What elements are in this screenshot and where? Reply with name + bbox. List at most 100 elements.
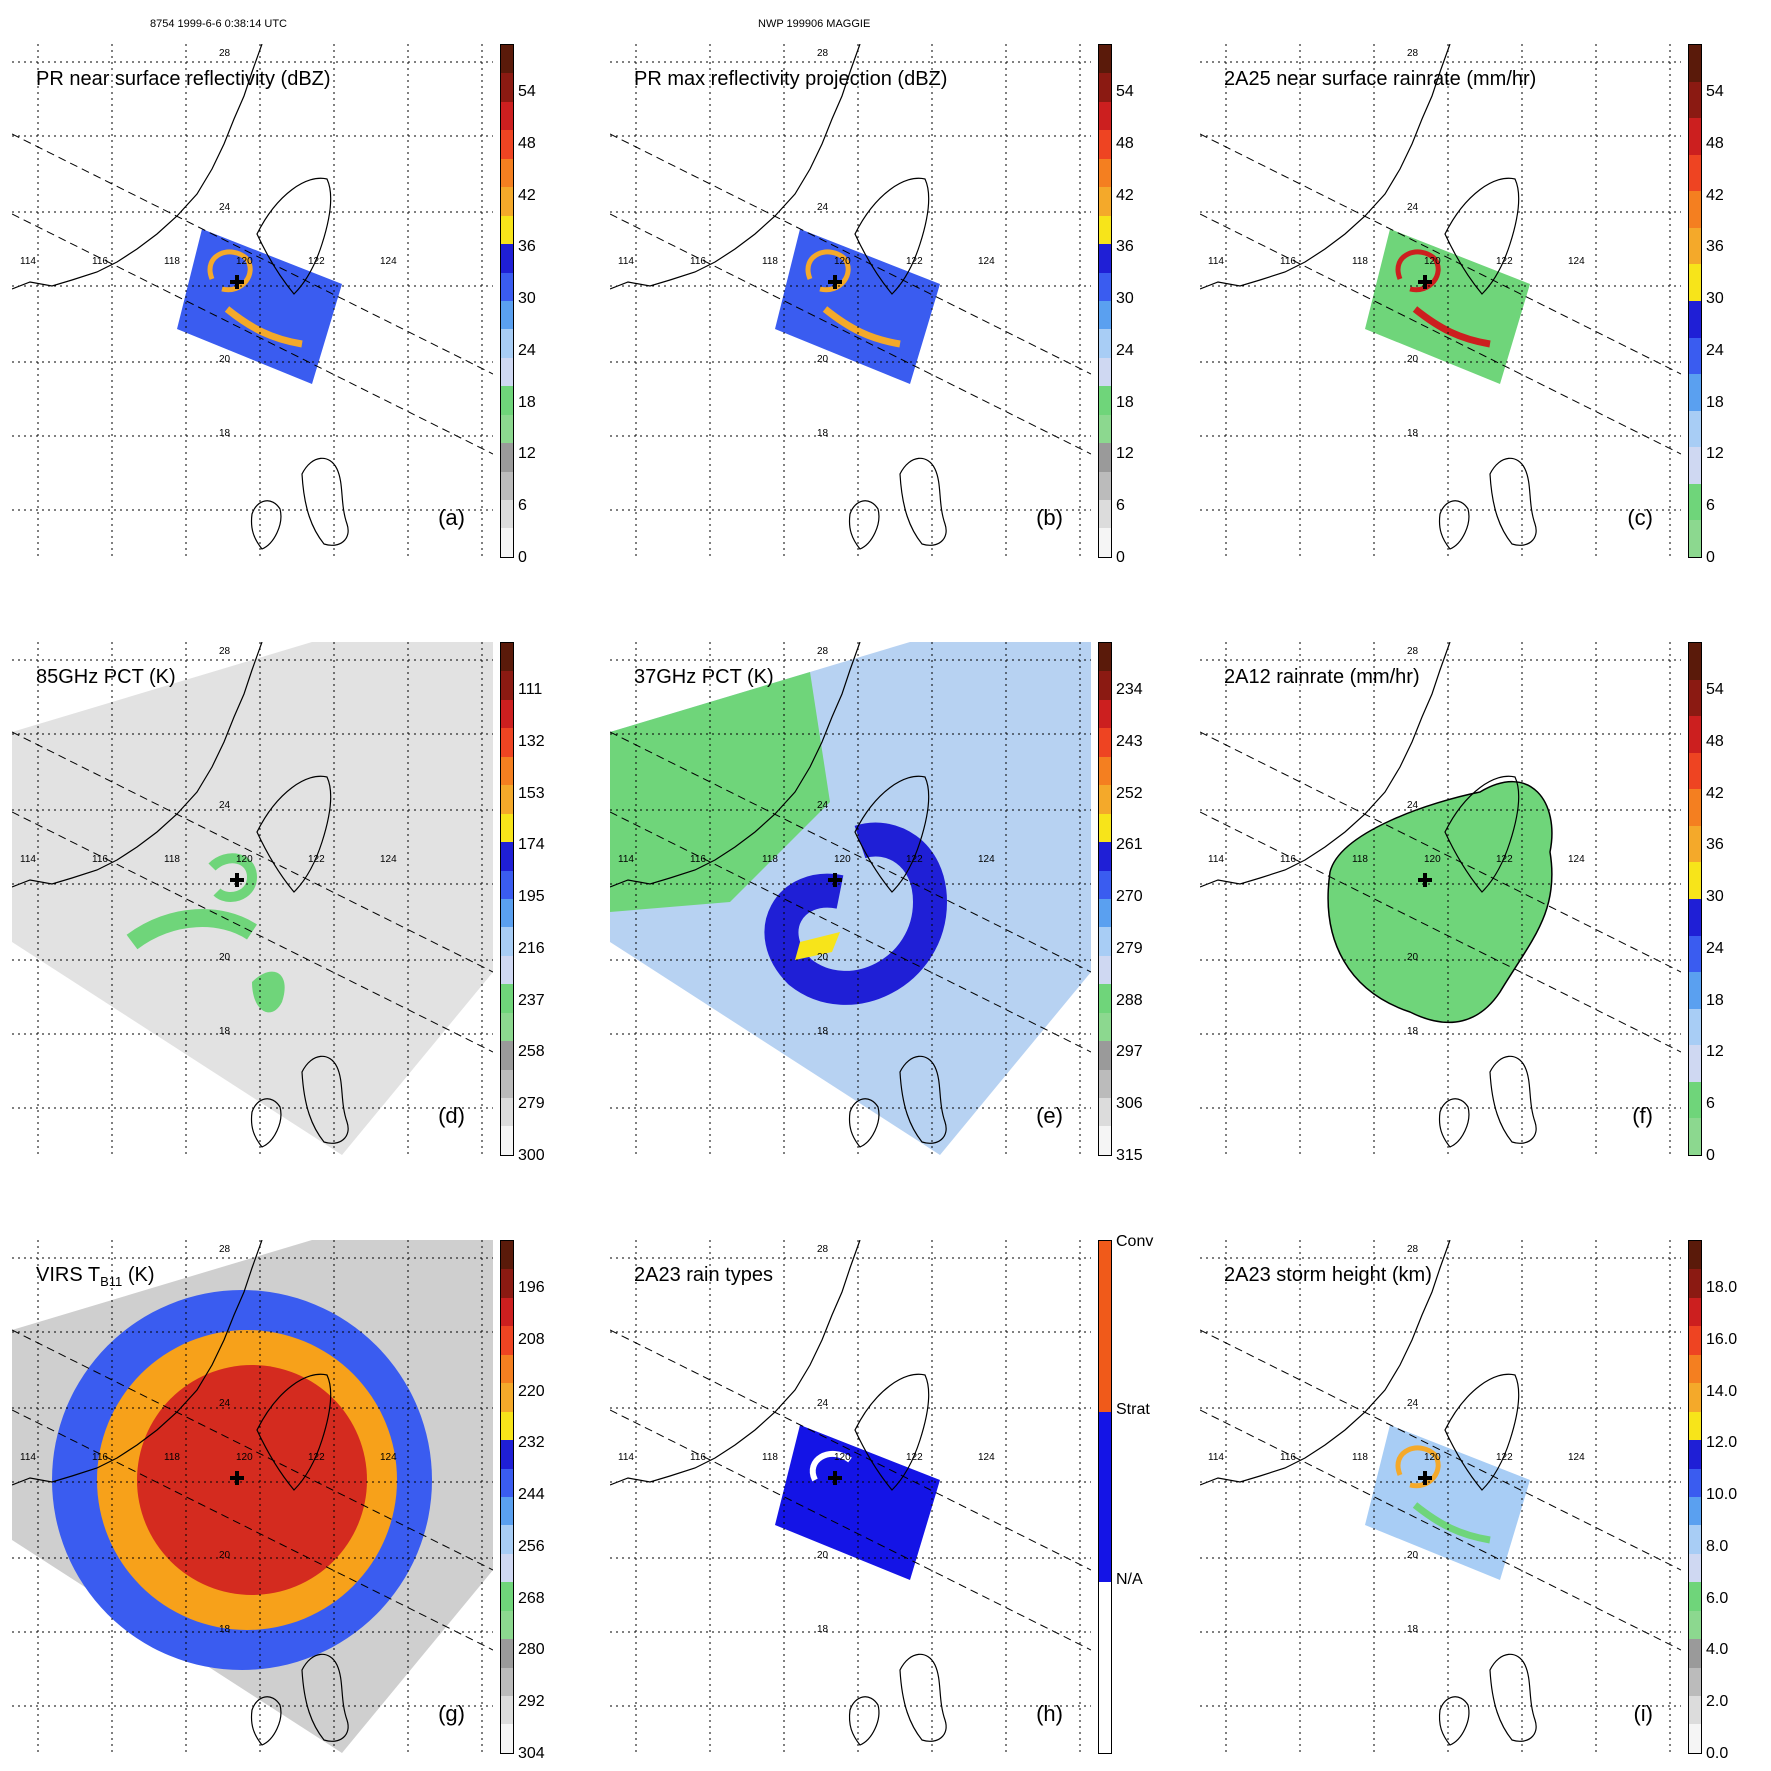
colorbar-tick-label: 24 (1706, 939, 1724, 957)
map-d: 28 24 20 18 114 116 118 120 122 124 85GHz PCT (K) (… (12, 642, 493, 1155)
colorbar-segment (501, 1696, 513, 1725)
colorbar-segment (501, 1724, 513, 1753)
colorbar-tick-label: 216 (518, 939, 545, 957)
colorbar-tick-label: 30 (518, 290, 536, 308)
colorbar-tick-label: 18.0 (1706, 1279, 1738, 1296)
colorbar-tick-label: 24 (1706, 341, 1724, 359)
colorbar-segment (1689, 300, 1701, 338)
lat-label: 20 (817, 1550, 829, 1561)
lon-label: 118 (762, 1452, 778, 1463)
coastline (301, 1653, 349, 1742)
colorbar-tick-label: 256 (518, 1537, 545, 1555)
swath-edge (1200, 1329, 1681, 1571)
lon-label: 122 (906, 256, 923, 267)
colorbar-segment (501, 1553, 513, 1583)
panel-label: (e) (1036, 1103, 1063, 1128)
pr-swath (1365, 1425, 1530, 1580)
lon-label: 120 (236, 854, 253, 865)
colorbar-segment (1689, 191, 1701, 228)
colorbar-segment (1099, 130, 1111, 159)
colorbar-segment (1689, 1354, 1701, 1384)
colorbar-segment (1689, 862, 1701, 899)
colorbar-segment (501, 1241, 513, 1270)
colorbar-segment (1689, 1411, 1701, 1441)
lat-label: 18 (817, 428, 829, 439)
coastline-china (12, 44, 263, 290)
colorbar-tick-label: 36 (1706, 238, 1724, 256)
colorbar-segment (501, 927, 513, 956)
lon-label: 114 (20, 256, 36, 267)
colorbar-ticks: 54 48 42 36 30 24 18 12 6 0 (1706, 44, 1766, 566)
colorbar (1098, 642, 1112, 1156)
colorbar-segment (1099, 414, 1111, 444)
colorbar-tick-label: 12 (1706, 445, 1724, 463)
lat-label: 24 (1407, 202, 1419, 213)
coastline (1489, 1653, 1537, 1742)
colorbar-tick-label: Conv (1116, 1233, 1154, 1250)
panel-g: 28 24 20 18 114 116 118 120 122 124 VIRS TB11 (K) (… (0, 1218, 545, 1762)
colorbar-segment (501, 1126, 513, 1155)
colorbar-segment (501, 671, 513, 700)
colorbar-segment (1099, 272, 1111, 301)
coastline (848, 1098, 880, 1148)
colorbar-tick-label: 18 (1706, 393, 1724, 411)
colorbar-segment (1689, 1582, 1701, 1611)
colorbar-segment (501, 244, 513, 273)
colorbar-segment (1099, 329, 1111, 358)
colorbar-segment (501, 898, 513, 928)
lon-label: 116 (690, 256, 706, 267)
colorbar-segment (1689, 1440, 1701, 1469)
swath-edge (1200, 731, 1681, 973)
colorbar-tick-label: 234 (1116, 681, 1143, 698)
map-c: 28 24 20 18 114 116 118 120 122 124 2A25 near surf… (1200, 44, 1681, 557)
lat-label: 18 (219, 1026, 231, 1037)
pr-swath (775, 1425, 940, 1580)
pr-swath (1365, 229, 1530, 384)
lat-label: 28 (219, 646, 231, 657)
panel-title: PR near surface reflectivity (dBZ) (36, 68, 331, 90)
coastline (256, 1373, 332, 1491)
coastline-china (610, 44, 861, 290)
colorbar-tick-label: 18 (1706, 991, 1724, 1009)
panel-label: (b) (1036, 505, 1063, 530)
coastline (256, 775, 332, 893)
lon-label: 124 (978, 854, 995, 865)
colorbar-segment (1689, 1667, 1701, 1696)
colorbar-segment (1099, 785, 1111, 814)
lon-label: 124 (380, 256, 397, 267)
lon-label: 122 (906, 1452, 923, 1463)
colorbar-segment (1689, 1297, 1701, 1327)
rain-band (224, 306, 303, 348)
colorbar-tick-label: 6 (1116, 497, 1125, 515)
colorbar-tick-label: 0 (1706, 549, 1715, 566)
colorbar-segment (501, 130, 513, 159)
colorbar-tick-label: 268 (518, 1589, 545, 1607)
colorbar-segment (1689, 1468, 1701, 1497)
lon-label: 114 (1208, 1452, 1224, 1463)
panel-title: 2A23 rain types (634, 1264, 773, 1286)
colorbar-tick-label: 300 (518, 1147, 545, 1164)
colorbar-segment (1689, 1008, 1701, 1046)
panel-label: (f) (1632, 1103, 1653, 1128)
colorbar-tick-label: 30 (1706, 290, 1724, 308)
colorbar-tick-label: 0.0 (1706, 1745, 1729, 1762)
lat-label: 20 (219, 1550, 231, 1561)
coastline (848, 500, 880, 550)
panel-label: (h) (1036, 1701, 1063, 1726)
lon-label: 120 (1424, 854, 1441, 865)
colorbar-tick-label: 12.0 (1706, 1434, 1738, 1452)
colorbar-segment (1099, 443, 1111, 472)
colorbar-segment (501, 45, 513, 74)
colorbar-tick-label: 232 (518, 1434, 545, 1452)
colorbar-segment (1689, 410, 1701, 448)
lon-label: 122 (308, 1452, 325, 1463)
lat-label: 18 (817, 1624, 829, 1635)
colorbar-segment (1689, 1525, 1701, 1554)
colorbar-segment (1689, 1610, 1701, 1640)
lat-label: 24 (1407, 1398, 1419, 1409)
colorbar-segment (501, 1639, 513, 1668)
colorbar-tick-label: 243 (1116, 732, 1143, 750)
colorbar-segment (1689, 227, 1701, 265)
lat-label: 20 (219, 952, 231, 963)
swath-edge (12, 213, 493, 455)
